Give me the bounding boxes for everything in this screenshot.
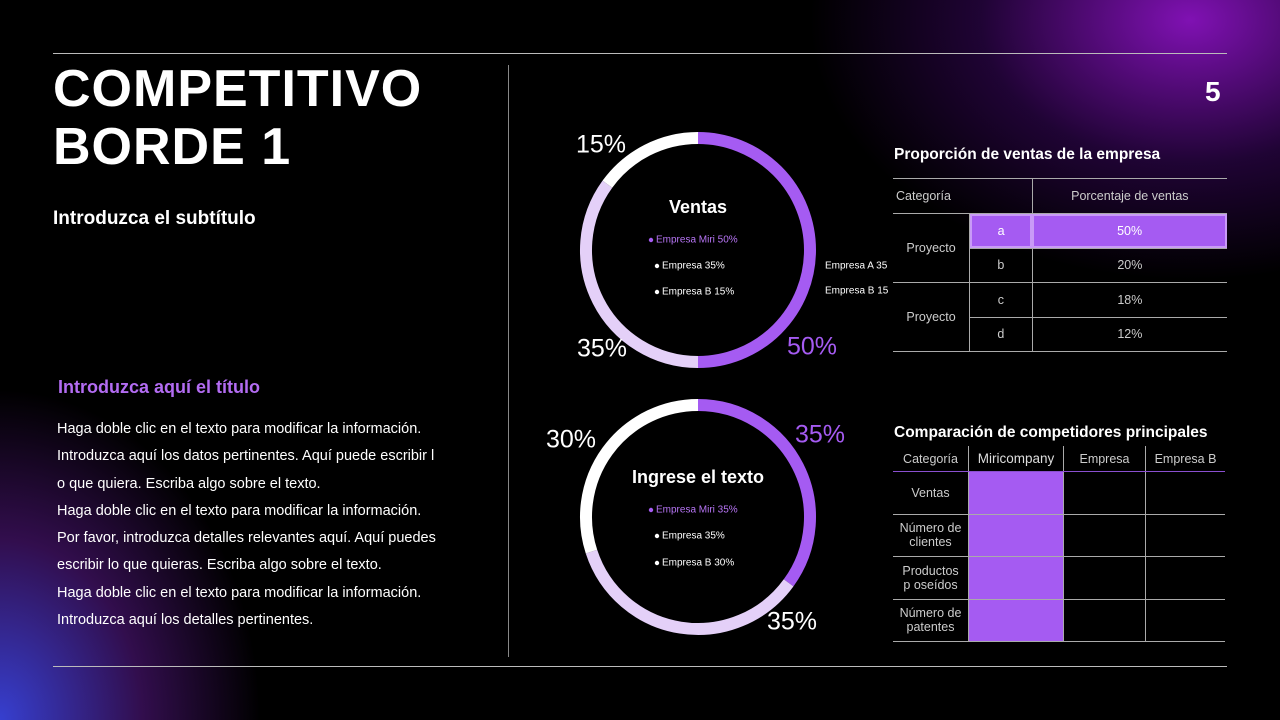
value-label: 50%: [787, 333, 837, 361]
cell: [968, 599, 1064, 642]
legend-dot: [654, 263, 660, 269]
cell: c: [969, 282, 1033, 318]
bottom-rule: [53, 666, 1227, 667]
body-line: Introduzca aquí los datos pertinentes. A…: [57, 448, 435, 465]
table-title: Comparación de competidores principales: [894, 424, 1208, 441]
page-number: 5: [1205, 76, 1221, 107]
table-body: Ventas Número de clientes Productos p oseí…: [893, 471, 1225, 642]
cell: 20%: [1031, 248, 1227, 283]
competitor-table: Categoría Miricompany Empresa Empresa B …: [893, 446, 1225, 642]
cell: [1145, 556, 1225, 600]
group-label: Proyecto: [893, 282, 970, 352]
cell: [1063, 599, 1146, 642]
ring-gap: [592, 144, 804, 356]
chart-title: Ingrese el texto: [632, 467, 764, 487]
legend-dot: [654, 560, 660, 566]
donut-segment: [580, 180, 699, 368]
cell: [968, 514, 1064, 557]
row-label: Ventas: [893, 471, 969, 515]
header: Porcentaje de ventas: [1031, 178, 1227, 214]
cell: [1063, 471, 1146, 515]
top-rule: [53, 53, 1227, 54]
donut-segment: [697, 132, 816, 368]
body-line: Por favor, introduzca detalles relevante…: [57, 530, 436, 547]
legend-label: Empresa Miri 35%: [656, 505, 738, 516]
header-row: Categoría Miricompany Empresa Empresa B: [893, 446, 1225, 472]
body-line: Haga doble clic en el texto para modific…: [57, 584, 422, 601]
cell: 18%: [1031, 282, 1227, 318]
header: Empresa: [1063, 446, 1146, 472]
cell: [1145, 471, 1225, 515]
body-line: escribir lo que quieras. Escriba algo so…: [57, 557, 382, 574]
legend-label: Empresa B 30%: [662, 558, 734, 569]
cell: 12%: [1031, 317, 1227, 352]
sales-table: Categoría Porcentaje de ventas Proyecto …: [893, 178, 1227, 352]
body-line: o que quiera. Escriba algo sobre el text…: [57, 475, 321, 492]
cell: [1145, 514, 1225, 557]
slide-title: COMPETITIVO BORDE 1: [53, 60, 422, 176]
cell: [968, 556, 1064, 600]
value-label: 35%: [795, 421, 845, 449]
legend-label: Empresa B 15%: [662, 287, 734, 298]
legend-dot: [654, 533, 660, 539]
ring-gap: [592, 411, 804, 623]
row-label: Número de patentes: [893, 599, 969, 642]
row: Proyecto a 50%: [893, 213, 1227, 283]
donut-segment: [602, 132, 699, 188]
body-line: Introduzca aquí los detalles pertinentes…: [57, 612, 314, 629]
legend-label: Empresa 35%: [662, 531, 725, 542]
cell: [1063, 556, 1146, 600]
subtitle: Introduzca el subtítulo: [53, 208, 256, 229]
value-label: 35%: [767, 608, 817, 636]
header-row: Categoría Porcentaje de ventas: [893, 178, 1227, 214]
header: Categoría: [893, 178, 1033, 214]
donut-segment: [580, 399, 699, 554]
body-line: Haga doble clic en el texto para modific…: [57, 502, 422, 519]
header: Miricompany: [968, 446, 1064, 472]
row: Número de clientes: [893, 514, 1225, 557]
cell: [968, 471, 1064, 515]
cell: a: [969, 213, 1033, 249]
row: Ventas: [893, 471, 1225, 515]
legend-dot: [648, 507, 654, 513]
value-label: 15%: [576, 131, 626, 159]
section-title: Introduzca aquí el título: [58, 377, 260, 397]
cell: b: [969, 248, 1033, 283]
chart-title: Ventas: [669, 197, 727, 217]
cell: d: [969, 317, 1033, 352]
cell: 50%: [1032, 213, 1227, 249]
donut-segment: [697, 399, 816, 587]
table-title: Proporción de ventas de la empresa: [894, 146, 1161, 163]
annotation: Empresa B 15: [825, 286, 889, 297]
row: Proyecto c 18%: [893, 282, 1227, 352]
divider: [508, 65, 509, 657]
row-label: Productos p oseídos: [893, 556, 969, 600]
value-label: 30%: [546, 426, 596, 454]
header: Empresa B: [1145, 446, 1225, 472]
body-text: Haga doble clic en el texto para modific…: [57, 416, 436, 634]
donut-segment: [585, 549, 794, 635]
row: Número de patentes: [893, 599, 1225, 642]
annotation: Empresa A 35: [825, 261, 888, 272]
group-label: Proyecto: [893, 213, 970, 283]
cell: [1145, 599, 1225, 642]
title-line: COMPETITIVO: [53, 60, 423, 118]
legend-dot: [648, 237, 654, 243]
row: b 20%: [893, 248, 1227, 283]
row: d 12%: [893, 317, 1227, 352]
header: Categoría: [893, 446, 969, 472]
legend-label: Empresa Miri 50%: [656, 235, 738, 246]
row: Productos p oseídos: [893, 556, 1225, 600]
cell: [1063, 514, 1146, 557]
body-line: Haga doble clic en el texto para modific…: [57, 421, 422, 437]
title-line: BORDE 1: [53, 118, 292, 176]
legend-dot: [654, 289, 660, 295]
legend-label: Empresa 35%: [662, 261, 725, 272]
value-label: 35%: [577, 335, 627, 363]
row-label: Número de clientes: [893, 514, 969, 557]
